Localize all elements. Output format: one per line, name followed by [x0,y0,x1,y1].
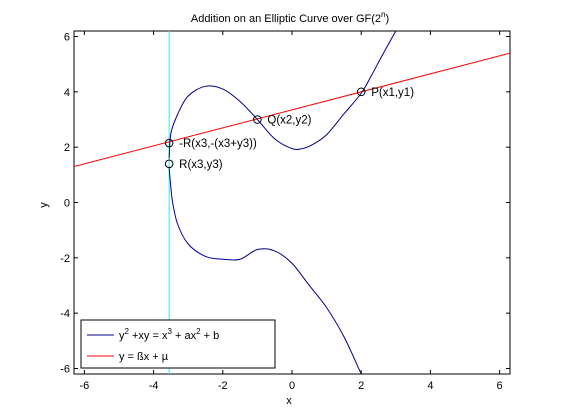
chart-title: Addition on an Elliptic Curve over GF(2n… [191,10,389,25]
point-marker [356,87,366,97]
point-marker [164,159,174,169]
y-tick-label: 6 [64,32,70,44]
x-tick-label: -6 [79,380,89,392]
chart-title-main: Addition on an Elliptic Curve over GF(2 [191,13,381,25]
legend-curve-sup-2b: 2 [196,327,201,336]
point-marker [164,138,174,148]
curve-lower-branch [168,167,362,374]
point-label: P(x1,y1) [371,87,414,99]
point-marker [253,115,262,124]
x-tick-label: 6 [497,380,503,392]
chart-title-sup: n [381,10,385,19]
y-tick-label: 2 [64,142,70,154]
x-tick-label: -2 [218,380,228,392]
plot-area [74,31,510,374]
y-tick-label: -2 [60,253,70,265]
legend-curve-b: + b [201,330,220,342]
legend-curve-sup-2: 2 [125,327,130,336]
legend-label-secant: y = ßx + µ [119,351,169,363]
x-tick-label: 0 [289,380,295,392]
y-tick-label: -6 [60,363,70,375]
legend-curve-ax: + ax [172,330,197,342]
point-label: R(x3,y3) [179,159,223,171]
x-axis-label: x [286,395,292,407]
point-markers: P(x1,y1) Q(x2,y2) -R(x3,-(x3+y3)) R(x3,y3) [164,87,414,171]
legend: y2 +xy = x3 + ax2 + b y = ßx + µ [80,319,276,369]
point-label: -R(x3,-(x3+y3)) [179,138,257,150]
y-tick-label: 0 [64,198,70,210]
x-tick-label: 2 [358,380,364,392]
y-tick-label: 4 [64,87,70,99]
chart-title-close: ) [385,13,389,25]
x-tick-label: 4 [427,380,433,392]
point-label: Q(x2,y2) [267,115,311,127]
axis-ticks: -6 -4 -2 0 2 4 6 -6 -4 -2 0 2 4 6 [60,31,510,392]
curve-upper-branch [168,31,397,159]
axes-box [73,30,511,375]
legend-box [80,319,276,369]
legend-curve-y: y [119,330,125,342]
legend-label-curve: y2 +xy = x3 + ax2 + b [119,327,219,342]
y-tick-label: -4 [60,308,70,320]
y-axis-label: y [38,202,50,208]
secant-line [74,52,510,168]
x-tick-label: -4 [149,380,159,392]
legend-curve-mid: +xy = x [129,330,168,342]
legend-curve-sup-3: 3 [167,327,172,336]
